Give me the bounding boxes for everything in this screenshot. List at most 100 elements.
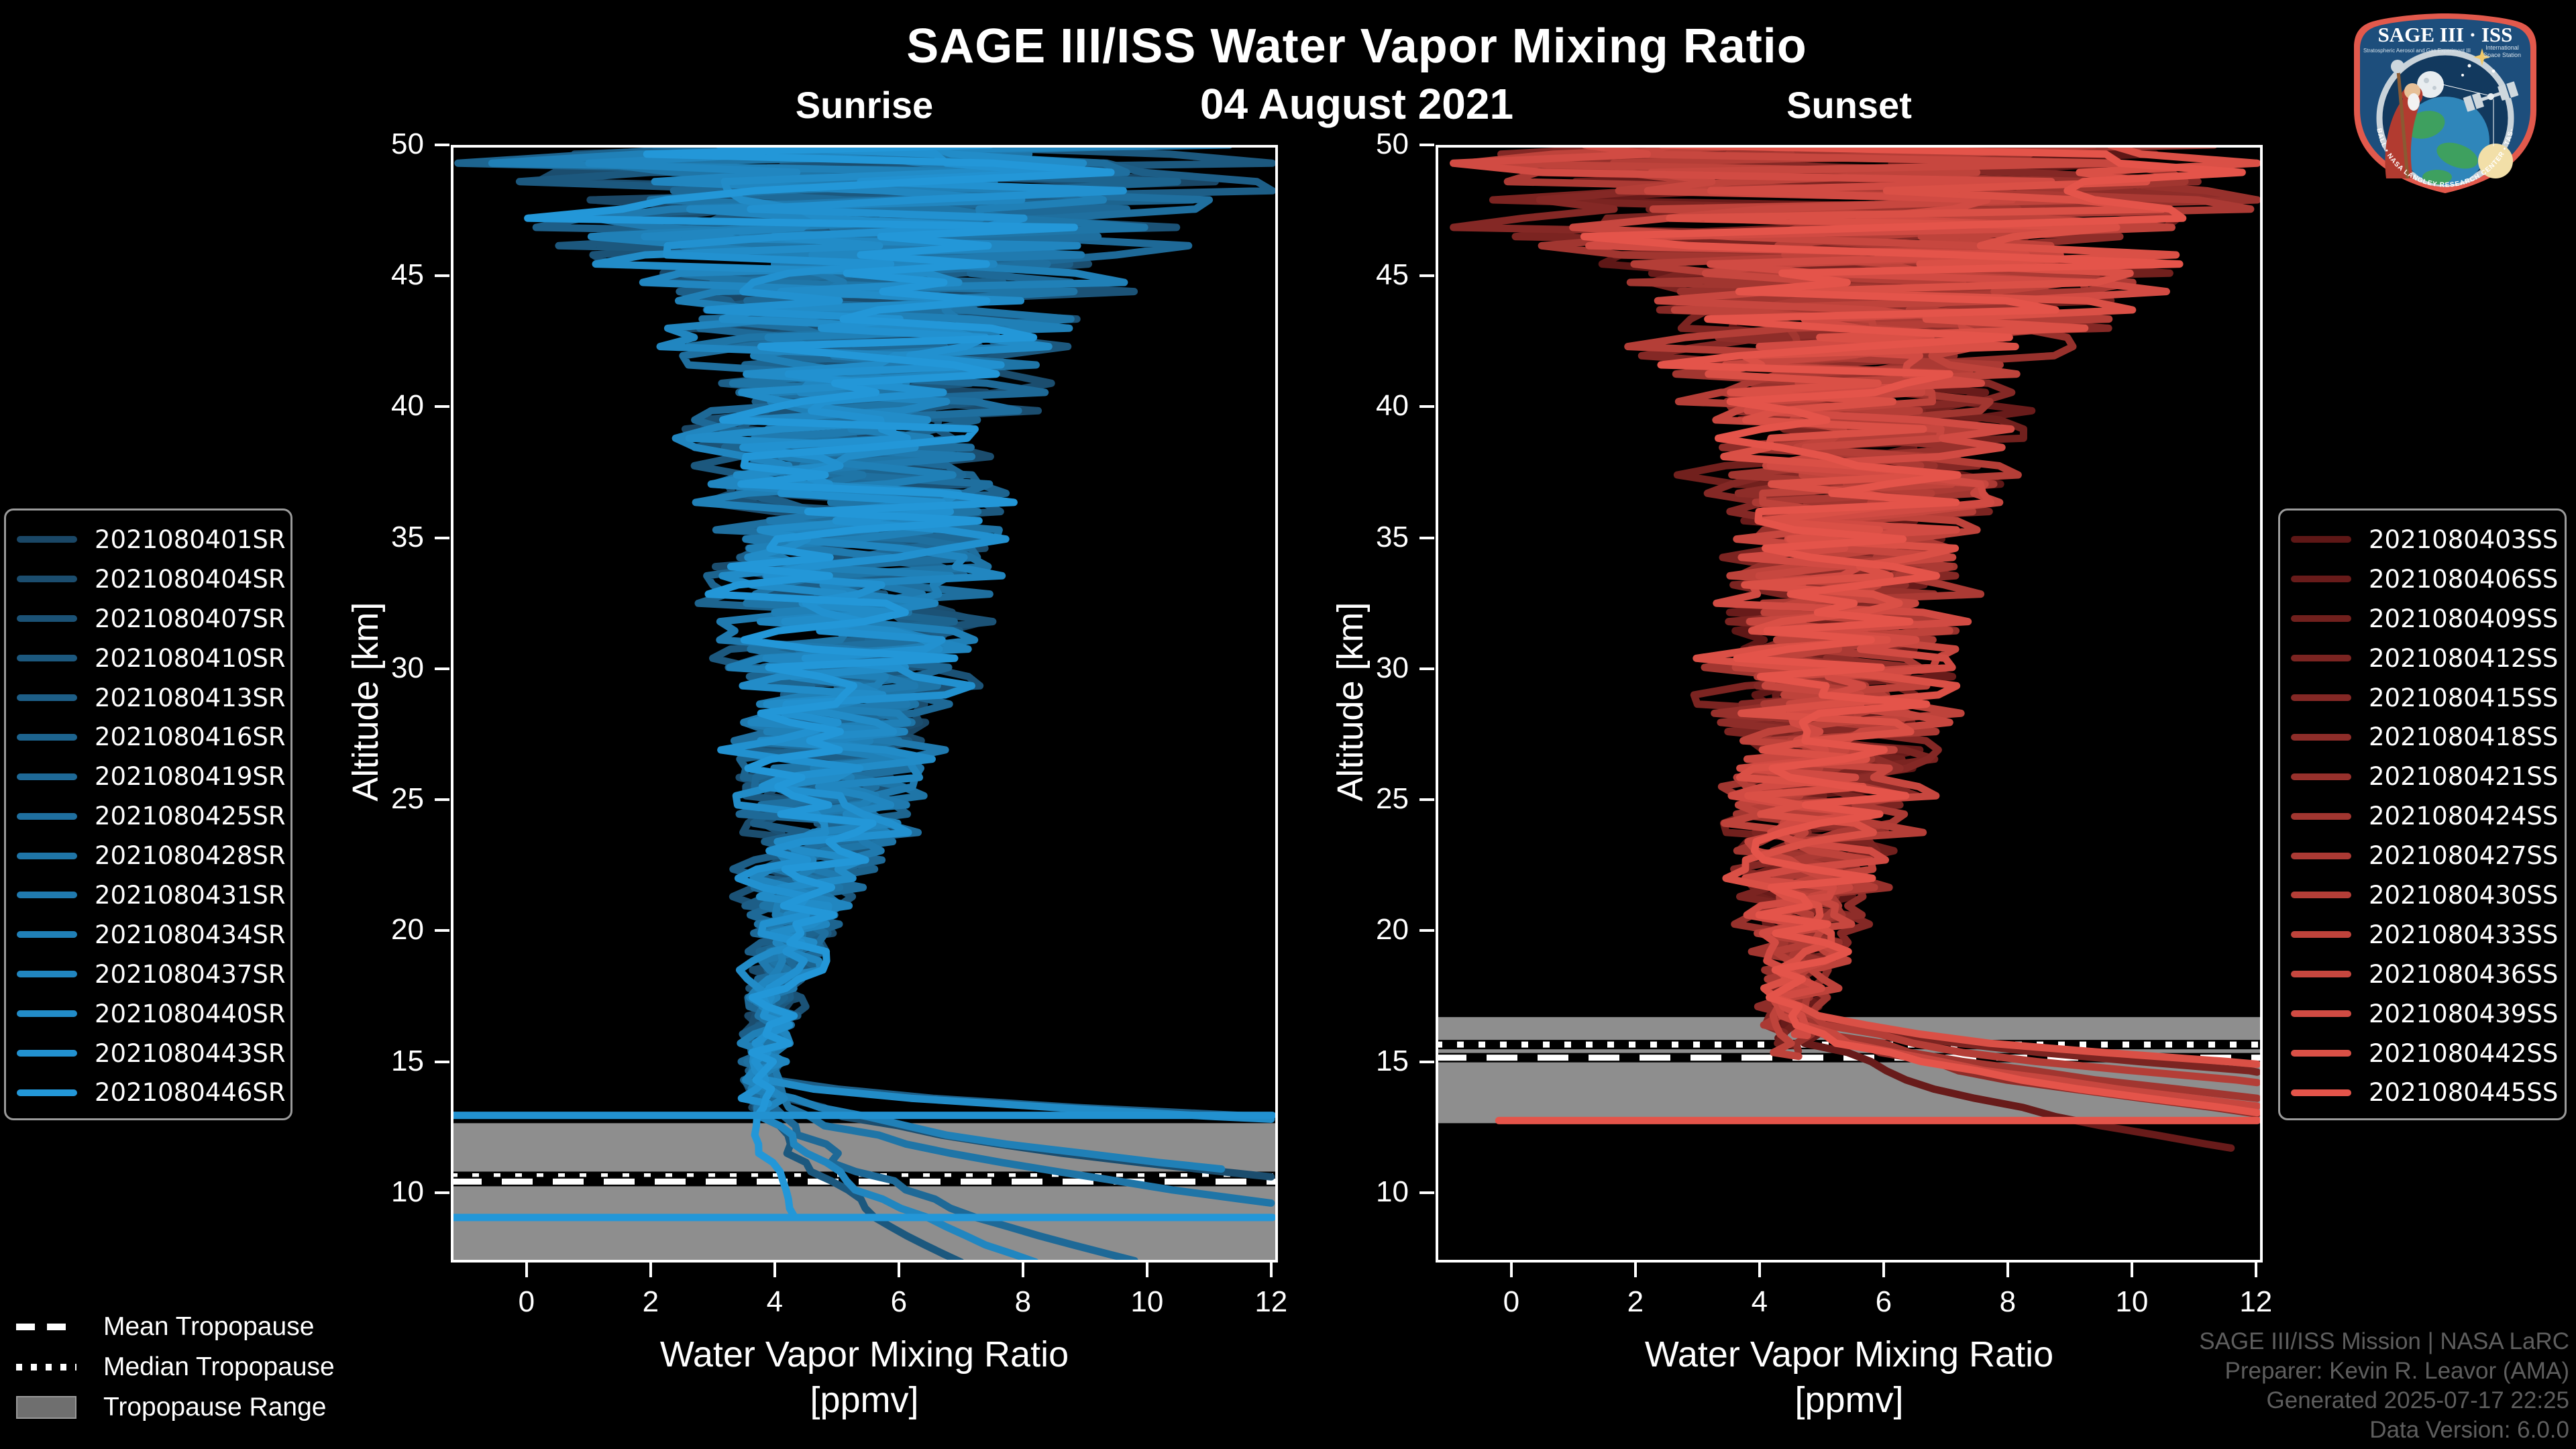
legend-line-swatch — [2291, 733, 2351, 741]
x-tick-label: 8 — [1999, 1285, 2017, 1318]
y-tick — [435, 536, 449, 539]
legend-item: 2021080428SR — [6, 836, 290, 875]
y-tick — [435, 929, 449, 932]
x-tick-label: 4 — [766, 1285, 784, 1318]
y-tick-label: 10 — [391, 1175, 424, 1208]
legend-event-label: 2021080409SS — [2369, 604, 2559, 633]
sunrise-profiles-plot — [451, 145, 1278, 1263]
legend-line-swatch — [17, 536, 77, 543]
x-axis-label-line2-sunrise: [ppmv] — [810, 1380, 919, 1420]
legend-item: 2021080404SR — [6, 559, 290, 599]
attribution-data-version: Data Version: 6.0.0 — [2369, 1417, 2569, 1443]
legend-line-swatch — [17, 694, 77, 701]
legend-item: 2021080418SS — [2280, 717, 2565, 757]
moon-crater — [2432, 86, 2436, 90]
x-tick — [1633, 1263, 1637, 1277]
sage-iii-iss-mission-patch-logo: SAGE III · ISS Stratospheric Aerosol and… — [2345, 9, 2536, 193]
legend-event-label: 2021080406SS — [2369, 564, 2559, 594]
father-time-figure — [2385, 60, 2423, 179]
legend-event-label: 2021080403SS — [2369, 525, 2559, 554]
legend-item: 2021080430SS — [2280, 875, 2565, 915]
sunset-panel-title: Sunset — [1786, 84, 1912, 126]
legend-line-swatch — [17, 1089, 77, 1096]
legend-event-label: 2021080413SR — [95, 683, 286, 712]
x-tick-label: 12 — [1254, 1285, 1288, 1318]
legend-line-swatch — [2291, 971, 2351, 978]
attribution-preparer: Preparer: Kevin R. Leavor (AMA) — [2224, 1358, 2569, 1384]
x-tick-label: 2 — [1627, 1285, 1644, 1318]
patch-title: SAGE III · ISS — [2378, 23, 2513, 46]
x-tick — [1509, 1263, 1513, 1277]
y-tick — [1419, 929, 1434, 932]
tropopause-range-label: Tropopause Range — [103, 1393, 327, 1421]
legend-item: 2021080427SS — [2280, 836, 2565, 875]
legend-event-label: 2021080439SS — [2369, 999, 2559, 1028]
legend-item: 2021080433SS — [2280, 915, 2565, 955]
legend-event-label: 2021080424SS — [2369, 802, 2559, 831]
legend-event-label: 2021080436SS — [2369, 959, 2559, 989]
star-dot — [2467, 64, 2471, 68]
legend-event-label: 2021080416SR — [95, 722, 286, 752]
sunset-profiles-plot — [1436, 145, 2263, 1263]
y-tick — [435, 1191, 449, 1194]
iss-icon — [2463, 81, 2519, 112]
y-tick — [1419, 144, 1434, 146]
legend-event-label: 2021080419SR — [95, 762, 286, 792]
legend-line-swatch — [2291, 576, 2351, 583]
x-tick-label: 0 — [518, 1285, 535, 1318]
x-tick — [2130, 1263, 2133, 1277]
legend-item: 2021080401SR — [6, 520, 290, 559]
profile-line-2021080445SS — [1580, 145, 2261, 1117]
y-tick-label: 15 — [391, 1044, 424, 1077]
y-tick — [435, 144, 449, 146]
legend-event-label: 2021080431SR — [95, 880, 286, 910]
legend-event-label: 2021080421SS — [2369, 762, 2559, 792]
legend-line-swatch — [2291, 931, 2351, 938]
y-tick — [435, 405, 449, 409]
x-tick — [525, 1263, 528, 1277]
star-dot — [2461, 74, 2464, 76]
y-tick-label: 15 — [1376, 1044, 1409, 1077]
legend-line-swatch — [2291, 655, 2351, 662]
page-title: SAGE III/ISS Water Vapor Mixing Ratio — [906, 19, 1807, 73]
legend-line-swatch — [2291, 1050, 2351, 1057]
star-icon — [2473, 48, 2491, 66]
y-tick-label: 45 — [1376, 258, 1409, 292]
legend-event-label: 2021080418SS — [2369, 722, 2559, 752]
x-tick-label: 4 — [1751, 1285, 1768, 1318]
earth-continents — [2405, 111, 2478, 184]
legend-line-swatch — [17, 892, 77, 899]
legend-item: 2021080410SR — [6, 639, 290, 678]
sunrise-event-legend: 2021080401SR 2021080404SR 2021080407SR 2021… — [4, 508, 292, 1120]
y-tick — [1419, 1060, 1434, 1063]
x-tick-label: 10 — [2115, 1285, 2149, 1318]
patch-subtitle-right-1: International — [2485, 44, 2519, 51]
y-tick-label: 40 — [391, 389, 424, 423]
y-tick-label: 30 — [391, 651, 424, 684]
legend-event-label: 2021080437SR — [95, 959, 286, 989]
x-tick-label: 6 — [1875, 1285, 1892, 1318]
y-tick-label: 50 — [391, 127, 424, 160]
mean-tropopause-legend-item: Mean Tropopause — [16, 1312, 314, 1342]
y-tick-label: 35 — [391, 520, 424, 553]
y-tick — [1419, 798, 1434, 802]
x-tick-label: 8 — [1014, 1285, 1032, 1318]
x-tick-label: 0 — [1503, 1285, 1520, 1318]
legend-line-swatch — [2291, 852, 2351, 859]
legend-line-swatch — [17, 1050, 77, 1057]
plot-frame — [451, 145, 1278, 1263]
mean-tropopause-dashed-swatch — [16, 1324, 76, 1330]
legend-event-label: 2021080415SS — [2369, 683, 2559, 712]
y-tick — [1419, 667, 1434, 670]
x-tick — [2006, 1263, 2009, 1277]
legend-line-swatch — [17, 852, 77, 859]
y-tick — [1419, 1191, 1434, 1194]
legend-event-label: 2021080443SR — [95, 1038, 286, 1068]
x-tick — [773, 1263, 776, 1277]
iss-sightline — [2442, 84, 2489, 96]
legend-item: 2021080439SS — [2280, 994, 2565, 1034]
x-tick-label: 10 — [1130, 1285, 1164, 1318]
legend-item: 2021080412SS — [2280, 639, 2565, 678]
y-tick-label: 40 — [1376, 389, 1409, 423]
